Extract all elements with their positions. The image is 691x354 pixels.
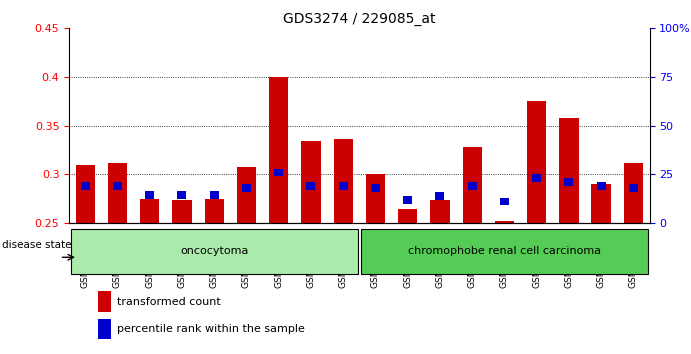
Bar [334,139,353,223]
Bar [306,182,316,190]
Bar [532,175,541,182]
Text: oncocytoma: oncocytoma [180,246,248,256]
Bar [75,165,95,223]
Bar [629,184,638,192]
Bar [495,221,514,223]
Bar [403,196,413,204]
Bar [500,198,509,205]
Bar [468,182,477,190]
Bar [591,184,611,223]
Bar [269,77,288,223]
Bar [596,182,606,190]
Bar [98,291,111,312]
Bar [274,169,283,176]
Bar [559,118,578,223]
Bar [98,319,111,339]
Bar [145,191,154,199]
Bar [81,182,90,190]
Bar [366,175,385,223]
Bar [237,167,256,223]
Bar [172,200,191,223]
Bar [242,184,251,192]
Bar [398,209,417,223]
Bar [565,178,574,186]
Bar [361,229,648,274]
Text: transformed count: transformed count [117,297,220,307]
Bar [301,141,321,223]
Bar [462,147,482,223]
Text: percentile rank within the sample: percentile rank within the sample [117,324,305,334]
Bar [205,199,224,223]
Bar [527,101,547,223]
Bar [371,184,380,192]
Bar [624,163,643,223]
Bar [178,191,187,199]
Bar [140,199,160,223]
Title: GDS3274 / 229085_at: GDS3274 / 229085_at [283,12,435,26]
Bar [435,192,444,200]
Bar [209,191,219,199]
Bar [339,182,348,190]
Bar [108,163,127,223]
Bar [70,229,358,274]
Bar [113,182,122,190]
Text: chromophobe renal cell carcinoma: chromophobe renal cell carcinoma [408,246,601,256]
Bar [430,200,450,223]
Text: disease state: disease state [1,240,71,250]
